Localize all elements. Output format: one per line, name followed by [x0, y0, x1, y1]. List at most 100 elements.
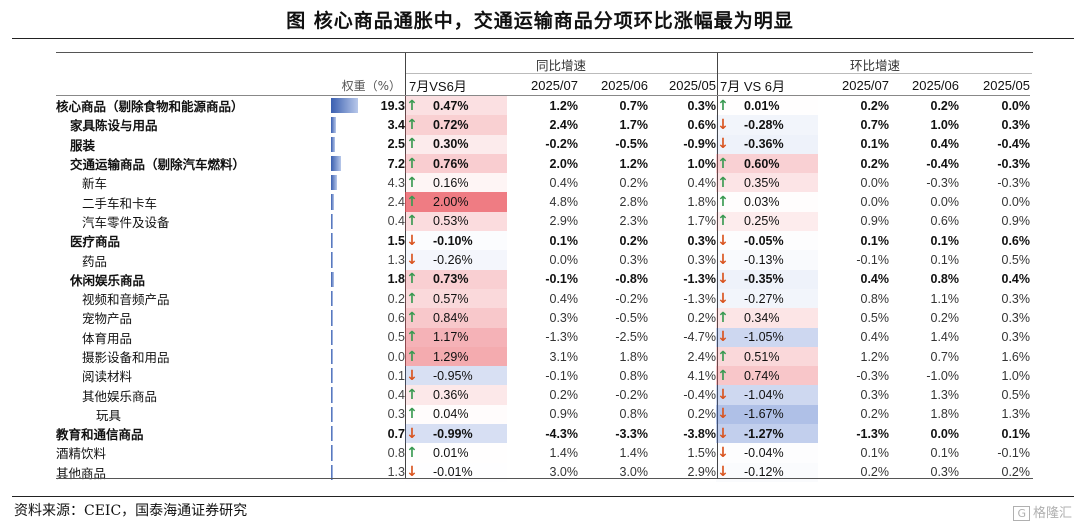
yoy-diff-cell: ↓ -0.01%: [405, 463, 507, 482]
yoy-diff-cell: ↑ 0.73%: [405, 269, 507, 289]
weight-cell: 2.5: [330, 135, 405, 154]
cpi-goods-table: 权重（%） 7月VS6月 2025/07 2025/06 2025/05 7月 …: [56, 75, 1030, 482]
mom-value: 1.2%: [860, 349, 890, 364]
arrow-down-icon: ↓: [717, 232, 729, 249]
mom-value: 0.3%: [1001, 117, 1031, 132]
yoy-diff-value: -0.01%: [433, 465, 473, 480]
mom-diff-cell: ↑ 0.34%: [716, 308, 818, 328]
arrow-up-icon: ↑: [406, 174, 418, 191]
yoy-value: 0.4%: [549, 175, 579, 190]
mom-diff-value: -0.13%: [744, 253, 784, 268]
table-row: 宠物产品 0.6 ↑ 0.84% 0.3% -0.5% 0.2% ↑ 0.34% 0.5% 0.2%…: [56, 308, 1030, 328]
mom-diff-value: 0.74%: [744, 368, 780, 383]
yoy-value: 0.9%: [549, 407, 579, 422]
weight-cell: 0.2: [330, 289, 405, 308]
arrow-up-icon: ↑: [717, 174, 729, 191]
weight-bar: [331, 290, 333, 307]
mom-diff-value: -1.27%: [744, 426, 784, 441]
table-row: 酒精饮料 0.8 ↑ 0.01% 1.4% 1.4% 1.5% ↓ -0.04% 0.1% 0.1%…: [56, 443, 1030, 462]
weight-value: 0.3: [387, 407, 405, 422]
mom-value: 0.0%: [930, 195, 960, 210]
mom-value: 0.7%: [860, 117, 890, 132]
yoy-value: 1.2%: [619, 156, 649, 171]
table-row: 医疗商品 1.5 ↓ -0.10% 0.1% 0.2% 0.3% ↓ -0.05% 0.1% 0.1…: [56, 231, 1030, 250]
weight-cell: 0.5: [330, 328, 405, 347]
yoy-value: 3.0%: [549, 465, 579, 480]
header-yoy-col-3: 2025/05: [648, 75, 716, 96]
weight-cell: 2.4: [330, 192, 405, 211]
yoy-diff-value: 0.47%: [433, 98, 469, 113]
weight-value: 3.4: [387, 117, 405, 132]
mom-value: 0.6%: [930, 214, 960, 229]
row-label: 摄影设备和用品: [82, 350, 170, 365]
yoy-value: 4.8%: [549, 195, 579, 210]
weight-bar: [331, 387, 333, 403]
mom-value: 0.4%: [860, 330, 890, 345]
mom-diff-value: -1.67%: [744, 407, 784, 422]
arrow-down-icon: ↓: [717, 425, 729, 442]
weight-value: 0.0: [387, 349, 405, 364]
table-row: 二手车和卡车 2.4 ↑ 2.00% 4.8% 2.8% 1.8% ↑ 0.03% 0.0% 0.0…: [56, 192, 1030, 212]
header-yoy-diff: 7月VS6月: [405, 75, 507, 96]
arrow-up-icon: ↑: [717, 309, 729, 326]
weight-cell: 1.3: [330, 250, 405, 269]
weight-bar: [331, 136, 335, 152]
arrow-down-icon: ↓: [717, 329, 729, 346]
mom-value: 0.1%: [860, 233, 890, 248]
table-row: 汽车零件及设备 0.4 ↑ 0.53% 2.9% 2.3% 1.7% ↑ 0.25% 0.9% 0.…: [56, 211, 1030, 232]
arrow-up-icon: ↑: [406, 290, 418, 307]
mom-value: 0.4%: [930, 137, 960, 152]
mom-value: 0.1%: [930, 445, 960, 460]
yoy-value: 1.8%: [619, 349, 649, 364]
row-label: 教育和通信商品: [56, 427, 144, 443]
yoy-diff-value: -0.95%: [433, 368, 473, 383]
yoy-value: 2.8%: [619, 195, 649, 210]
table-row: 交通运输商品（剔除汽车燃料） 7.2 ↑ 0.76% 2.0% 1.2% 1.0% ↑ 0.60…: [56, 153, 1030, 174]
arrow-up-icon: ↑: [717, 155, 729, 172]
arrow-up-icon: ↑: [406, 329, 418, 346]
yoy-value: 1.4%: [619, 445, 649, 460]
table-row: 核心商品（剔除食物和能源商品） 19.3 ↑ 0.47% 1.2% 0.7% 0.3% ↑ 0.…: [56, 95, 1030, 116]
weight-bar: [331, 213, 333, 230]
arrow-down-icon: ↓: [717, 464, 729, 481]
weight-value: 0.6: [387, 310, 405, 325]
mom-diff-cell: ↑ 0.03%: [716, 192, 818, 211]
mom-value: 0.1%: [930, 253, 960, 268]
weight-cell: 1.3: [330, 463, 405, 482]
source-note: 资料来源：CEIC，国泰海通证券研究: [14, 503, 248, 519]
table-row: 药品 1.3 ↓ -0.26% 0.0% 0.3% 0.3% ↓ -0.13% -0.1% 0.1%…: [56, 250, 1030, 270]
row-label: 新车: [82, 176, 108, 192]
mom-diff-value: -0.35%: [744, 272, 784, 287]
arrow-up-icon: ↑: [406, 406, 418, 423]
yoy-diff-cell: ↑ 0.16%: [405, 173, 507, 193]
arrow-down-icon: ↓: [717, 116, 729, 133]
weight-cell: 19.3: [330, 96, 405, 116]
yoy-value: -4.3%: [545, 426, 578, 441]
mom-diff-value: 0.35%: [744, 175, 780, 190]
yoy-value: 1.7%: [687, 214, 717, 229]
mom-value: -0.3%: [997, 175, 1030, 190]
mom-value: 0.5%: [1001, 388, 1031, 403]
yoy-value: -0.9%: [683, 137, 716, 152]
mom-value: 0.1%: [860, 445, 890, 460]
yoy-value: 0.3%: [549, 310, 579, 325]
weight-bar: [331, 233, 334, 249]
mom-value: -1.3%: [856, 426, 889, 441]
arrow-down-icon: ↓: [406, 252, 418, 269]
arrow-down-icon: ↓: [717, 252, 729, 269]
mom-diff-value: 0.51%: [744, 349, 780, 364]
mom-value: 0.1%: [930, 233, 960, 248]
table-row: 教育和通信商品 0.7 ↓ -0.99% -4.3% -3.3% -3.8% ↓ -1.27% -…: [56, 424, 1030, 444]
mom-value: -0.1%: [856, 253, 889, 268]
weight-bar: [331, 194, 335, 210]
yoy-value: 1.2%: [549, 98, 579, 113]
yoy-value: -0.1%: [545, 368, 578, 383]
row-label: 视频和音频产品: [82, 292, 170, 308]
yoy-value: -0.4%: [683, 388, 716, 403]
yoy-value: 0.4%: [549, 291, 579, 306]
header-mom-col-3: 2025/05: [959, 75, 1030, 96]
yoy-value: 3.0%: [619, 465, 649, 480]
header-name: [56, 75, 330, 96]
mom-value: -0.3%: [997, 156, 1030, 171]
weight-bar: [331, 98, 359, 114]
